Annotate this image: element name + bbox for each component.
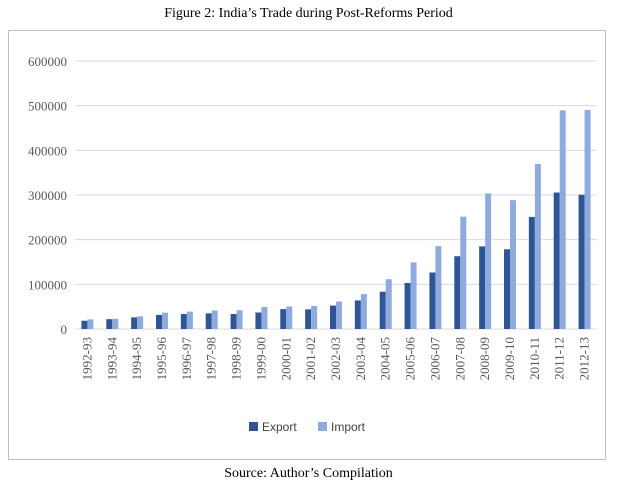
bar-export bbox=[81, 320, 88, 329]
bar-import bbox=[112, 318, 119, 329]
y-axis-ticks: 0 100000 200000 300000 400000 500000 600000 bbox=[28, 54, 67, 337]
bar-import bbox=[584, 109, 591, 329]
x-tick-label: 2009-10 bbox=[502, 337, 517, 380]
bar-import bbox=[485, 193, 492, 329]
bar-import bbox=[559, 110, 566, 330]
bar-import bbox=[435, 246, 442, 329]
bar-export bbox=[106, 319, 113, 329]
y-tick-label: 600000 bbox=[28, 54, 67, 69]
bar-export bbox=[180, 314, 187, 329]
x-axis-ticks: 1992-93 1993-94 1994-95 1995-96 1996-97 1997-… bbox=[79, 337, 591, 381]
bar-export bbox=[528, 216, 535, 329]
x-tick-label: 2000-01 bbox=[278, 337, 293, 380]
legend-label-export: Export bbox=[262, 420, 297, 434]
x-tick-label: 2002-03 bbox=[328, 337, 343, 380]
legend-label-import: Import bbox=[331, 420, 366, 434]
y-tick-label: 100000 bbox=[28, 277, 67, 292]
y-tick-label: 500000 bbox=[28, 99, 67, 114]
x-tick-label: 2010-11 bbox=[527, 337, 542, 380]
bar-export bbox=[429, 272, 436, 329]
x-tick-label: 2011-12 bbox=[552, 337, 567, 380]
bar-export bbox=[354, 300, 361, 329]
bar-import bbox=[87, 319, 94, 329]
bar-import bbox=[360, 294, 367, 329]
bar-import bbox=[236, 310, 243, 329]
bar-export bbox=[404, 282, 411, 329]
bar-import bbox=[211, 310, 218, 329]
x-tick-label: 2008-09 bbox=[477, 337, 492, 380]
x-tick-label: 1996-97 bbox=[179, 337, 194, 381]
bar-import bbox=[186, 311, 193, 329]
bar-export bbox=[280, 309, 287, 329]
bars bbox=[81, 109, 591, 330]
bar-export bbox=[255, 312, 262, 329]
x-tick-label: 2003-04 bbox=[353, 337, 368, 381]
chart-frame: 0 100000 200000 300000 400000 500000 600000 19… bbox=[8, 30, 606, 460]
bar-export bbox=[330, 305, 336, 329]
x-tick-label: 2007-08 bbox=[452, 337, 467, 380]
y-tick-label: 0 bbox=[61, 322, 68, 337]
gridlines bbox=[75, 60, 597, 330]
x-tick-label: 1998-99 bbox=[229, 337, 244, 380]
bar-import bbox=[162, 312, 168, 329]
legend: Export Import bbox=[249, 420, 366, 434]
x-tick-label: 2004-05 bbox=[378, 337, 393, 380]
bar-import bbox=[460, 216, 467, 329]
bar-export bbox=[504, 249, 510, 329]
bar-export bbox=[305, 309, 312, 329]
x-tick-label: 2006-07 bbox=[427, 337, 442, 381]
bar-import bbox=[385, 279, 392, 329]
bar-export bbox=[156, 314, 162, 329]
legend-swatch-export bbox=[249, 422, 258, 431]
y-tick-label: 300000 bbox=[28, 188, 67, 203]
bar-export bbox=[553, 192, 560, 329]
figure-title: Figure 2: India’s Trade during Post-Refo… bbox=[164, 6, 453, 21]
bar-export bbox=[578, 194, 585, 329]
bar-import bbox=[336, 301, 342, 329]
y-tick-label: 200000 bbox=[28, 233, 67, 248]
bar-import bbox=[286, 306, 293, 329]
bar-import bbox=[534, 163, 541, 329]
x-tick-label: 2001-02 bbox=[303, 337, 318, 380]
x-tick-label: 1993-94 bbox=[104, 337, 119, 381]
bar-export bbox=[454, 256, 461, 329]
bar-import bbox=[137, 316, 144, 329]
bar-import bbox=[510, 200, 516, 329]
legend-swatch-import bbox=[318, 422, 327, 431]
bar-chart: 0 100000 200000 300000 400000 500000 600000 19… bbox=[28, 54, 597, 434]
bar-export bbox=[379, 291, 386, 329]
bar-export bbox=[230, 314, 237, 329]
bar-export bbox=[131, 317, 138, 329]
x-tick-label: 1995-96 bbox=[154, 337, 169, 381]
bar-import bbox=[311, 305, 318, 329]
bar-export bbox=[479, 246, 486, 329]
bar-import bbox=[410, 262, 417, 329]
bar-import bbox=[261, 306, 268, 329]
x-tick-label: 1997-98 bbox=[204, 337, 219, 380]
x-tick-label: 1994-95 bbox=[129, 337, 144, 380]
y-tick-label: 400000 bbox=[28, 143, 67, 158]
x-tick-label: 2012-13 bbox=[577, 337, 592, 380]
x-tick-label: 1992-93 bbox=[79, 337, 94, 380]
x-tick-label: 1999-00 bbox=[253, 337, 268, 380]
source-note: Source: Author’s Compilation bbox=[224, 466, 393, 481]
x-tick-label: 2005-06 bbox=[403, 337, 418, 381]
bar-export bbox=[205, 313, 212, 329]
